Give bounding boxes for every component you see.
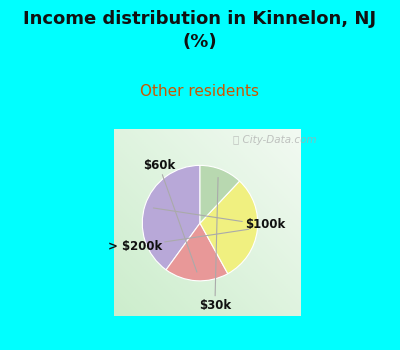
- Text: ⓘ City-Data.com: ⓘ City-Data.com: [233, 135, 316, 145]
- Wedge shape: [142, 166, 200, 270]
- Text: Income distribution in Kinnelon, NJ
(%): Income distribution in Kinnelon, NJ (%): [24, 10, 376, 51]
- Text: > $200k: > $200k: [108, 229, 249, 253]
- Text: Other residents: Other residents: [140, 84, 260, 99]
- Wedge shape: [200, 181, 258, 274]
- Text: $30k: $30k: [199, 177, 231, 312]
- Text: $60k: $60k: [143, 159, 197, 272]
- Wedge shape: [166, 223, 228, 281]
- Wedge shape: [200, 166, 240, 223]
- Text: $100k: $100k: [153, 208, 285, 231]
